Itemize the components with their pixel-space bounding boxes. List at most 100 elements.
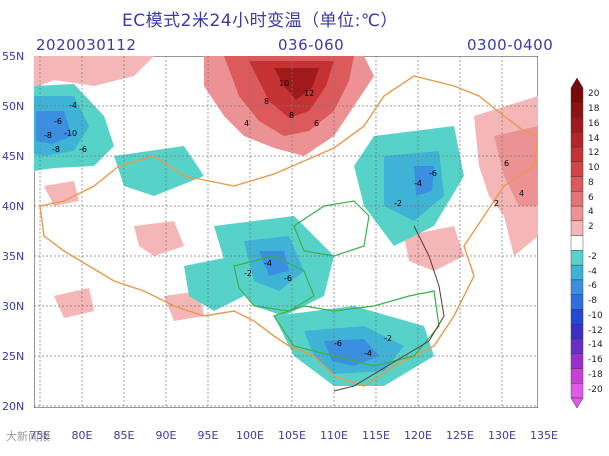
lat-label: 20N [2, 400, 25, 413]
legend-level-label: -20 [588, 384, 603, 395]
legend-max-triangle [570, 78, 584, 89]
lat-label: 35N [2, 250, 25, 263]
svg-text:-6: -6 [429, 169, 437, 178]
svg-text:-2: -2 [244, 269, 252, 278]
legend-level-label: 4 [588, 207, 594, 218]
svg-text:6: 6 [504, 159, 509, 168]
svg-text:-6: -6 [79, 145, 87, 154]
legend-swatch [570, 353, 584, 369]
svg-text:4: 4 [519, 189, 524, 198]
province-outline-north [293, 200, 370, 257]
legend-swatch [570, 338, 584, 354]
lon-label: 130E [488, 429, 516, 442]
svg-text:-4: -4 [414, 179, 422, 188]
lon-label: 110E [320, 429, 348, 442]
svg-text:-4: -4 [264, 259, 272, 268]
lat-label: 25N [2, 350, 25, 363]
legend-swatch [570, 309, 584, 325]
svg-text:12: 12 [304, 89, 314, 98]
legend-swatch [570, 146, 584, 163]
lon-label: 80E [71, 429, 93, 442]
legend-swatch [570, 87, 584, 103]
lon-label: 100E [236, 429, 264, 442]
legend-level-label: -2 [588, 251, 597, 262]
lon-label: 85E [113, 429, 135, 442]
lon-label: 105E [278, 429, 306, 442]
svg-text:6: 6 [314, 119, 319, 128]
run-time: 2020030112 [36, 36, 137, 54]
legend-level-label: -8 [588, 296, 597, 307]
svg-text:8: 8 [289, 111, 294, 120]
lat-label: 50N [2, 100, 25, 113]
legend-level-label: 6 [588, 192, 594, 203]
svg-text:10: 10 [279, 79, 289, 88]
svg-text:-10: -10 [64, 129, 77, 138]
legend-swatch [570, 383, 584, 399]
watermark-text: 大新闻报 [6, 430, 50, 443]
province-outline-west [233, 255, 315, 312]
legend-level-label: -10 [588, 310, 603, 321]
legend-swatch [570, 102, 584, 118]
legend-swatch [570, 368, 584, 384]
legend-swatch [570, 235, 584, 251]
legend-level-label: -12 [588, 325, 603, 336]
lon-label: 95E [197, 429, 219, 442]
lon-label: 90E [155, 429, 177, 442]
lon-label: 135E [530, 429, 558, 442]
svg-text:-4: -4 [69, 101, 77, 110]
legend-level-label: 14 [588, 133, 600, 144]
legend-swatch [570, 279, 584, 295]
warm-anomaly-area [34, 56, 538, 321]
valid-time: 0300-0400 [467, 36, 554, 54]
svg-text:-8: -8 [52, 145, 60, 154]
svg-text:-6: -6 [54, 117, 62, 126]
legend-swatch [570, 161, 584, 177]
lon-label: 125E [446, 429, 474, 442]
legend-level-label: -4 [588, 266, 597, 277]
lat-label: 45N [2, 150, 25, 163]
lat-label: 40N [2, 200, 25, 213]
svg-text:-6: -6 [334, 339, 342, 348]
lon-label: 75E [29, 429, 51, 442]
lon-label: 120E [404, 429, 432, 442]
legend-swatch [570, 294, 584, 310]
svg-text:8: 8 [264, 97, 269, 106]
legend-level-label: 8 [588, 177, 594, 188]
map-title: EC模式2米24小时变温（单位:℃） [122, 11, 398, 31]
legend-level-label: -14 [588, 340, 603, 351]
lat-label: 30N [2, 300, 25, 313]
legend-swatch [570, 205, 584, 222]
lat-label: 55N [2, 50, 25, 63]
legend-level-label: 18 [588, 104, 600, 115]
legend-swatch [570, 176, 584, 192]
lon-label: 115E [362, 429, 390, 442]
legend-swatch [570, 191, 584, 207]
legend-swatch [570, 132, 584, 148]
svg-text:-6: -6 [284, 274, 292, 283]
svg-text:-8: -8 [44, 131, 52, 140]
legend-level-label: -6 [588, 281, 597, 292]
legend-level-label: 2 [588, 222, 594, 233]
legend-swatch [570, 250, 584, 266]
china-border-line [39, 75, 538, 387]
svg-text:-2: -2 [394, 199, 402, 208]
legend-level-label: 16 [588, 118, 600, 129]
legend-swatch [570, 117, 584, 133]
svg-text:-4: -4 [364, 349, 372, 358]
svg-text:4: 4 [244, 119, 249, 128]
graticule [34, 56, 538, 408]
forecast-hours: 036-060 [278, 36, 345, 54]
legend-level-label: 20 [588, 89, 600, 100]
svg-text:-2: -2 [384, 334, 392, 343]
legend-swatch [570, 264, 584, 281]
legend-min-triangle [570, 397, 584, 408]
legend-swatch [570, 323, 584, 340]
legend-swatch [570, 220, 584, 236]
province-outline-south [273, 290, 440, 367]
legend-level-label: 10 [588, 163, 600, 174]
legend-level-label: -18 [588, 369, 603, 380]
legend-level-label: 12 [588, 148, 600, 159]
legend-level-label: -16 [588, 355, 603, 366]
